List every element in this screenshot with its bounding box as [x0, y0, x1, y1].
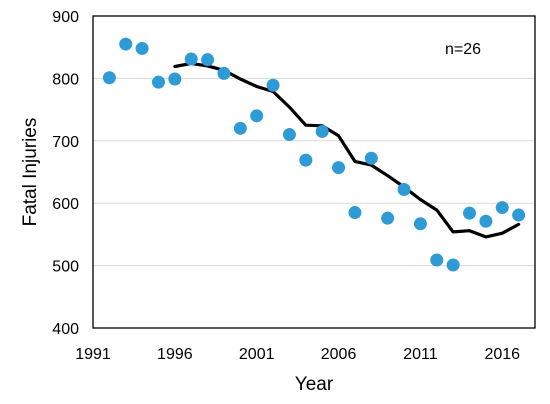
data-point-2005 [315, 124, 329, 138]
data-point-2006 [332, 161, 346, 175]
x-tick-label-2011: 2011 [403, 346, 438, 363]
y-tick-label-800: 800 [52, 71, 79, 88]
data-point-2008 [364, 151, 378, 165]
x-tick-label-2006: 2006 [321, 346, 357, 363]
data-point-2003 [282, 128, 296, 142]
x-tick-labels: 1991 1996 2001 2006 2011 2016 [75, 346, 520, 363]
data-point-2012 [430, 253, 444, 267]
data-point-2016 [495, 201, 509, 215]
x-tick-label-2001: 2001 [239, 346, 275, 363]
y-tick-label-500: 500 [52, 259, 79, 276]
data-point-2017 [512, 208, 526, 222]
data-point-2004 [299, 153, 313, 167]
data-point-2015 [479, 214, 493, 228]
x-axis-title: Year [295, 374, 334, 395]
data-point-2014 [463, 206, 477, 220]
gridlines [93, 77, 535, 267]
data-point-1998 [201, 53, 215, 67]
moving-average-line-group [173, 61, 521, 239]
x-tick-label-2016: 2016 [484, 346, 520, 363]
x-tick-label-1991: 1991 [75, 346, 111, 363]
y-tick-label-700: 700 [52, 134, 79, 151]
y-tick-label-600: 600 [52, 196, 79, 213]
x-tick-label-1996: 1996 [157, 346, 193, 363]
moving-average-line [173, 61, 521, 239]
data-point-2007 [348, 206, 362, 220]
sample-size-annotation: n=26 [445, 41, 481, 58]
y-tick-label-400: 400 [52, 321, 79, 338]
data-point-2011 [413, 217, 427, 231]
data-point-1993 [119, 37, 133, 51]
data-points-group [102, 37, 526, 272]
data-point-2013 [446, 258, 460, 272]
data-point-1999 [217, 66, 231, 80]
data-point-1995 [151, 75, 165, 89]
y-tick-label-900: 900 [52, 9, 79, 26]
data-point-2001 [250, 109, 264, 123]
data-point-2009 [381, 211, 395, 225]
data-point-1996 [168, 72, 182, 86]
data-point-1994 [135, 41, 149, 55]
data-point-2002 [266, 78, 280, 92]
data-point-2010 [397, 182, 411, 196]
plot-frame [92, 15, 536, 329]
y-axis-title: Fatal Injuries [20, 118, 41, 227]
data-point-2000 [233, 121, 247, 135]
data-point-1997 [184, 52, 198, 66]
y-tick-labels: 400 500 600 700 800 900 [52, 9, 79, 338]
data-point-1992 [102, 71, 116, 85]
